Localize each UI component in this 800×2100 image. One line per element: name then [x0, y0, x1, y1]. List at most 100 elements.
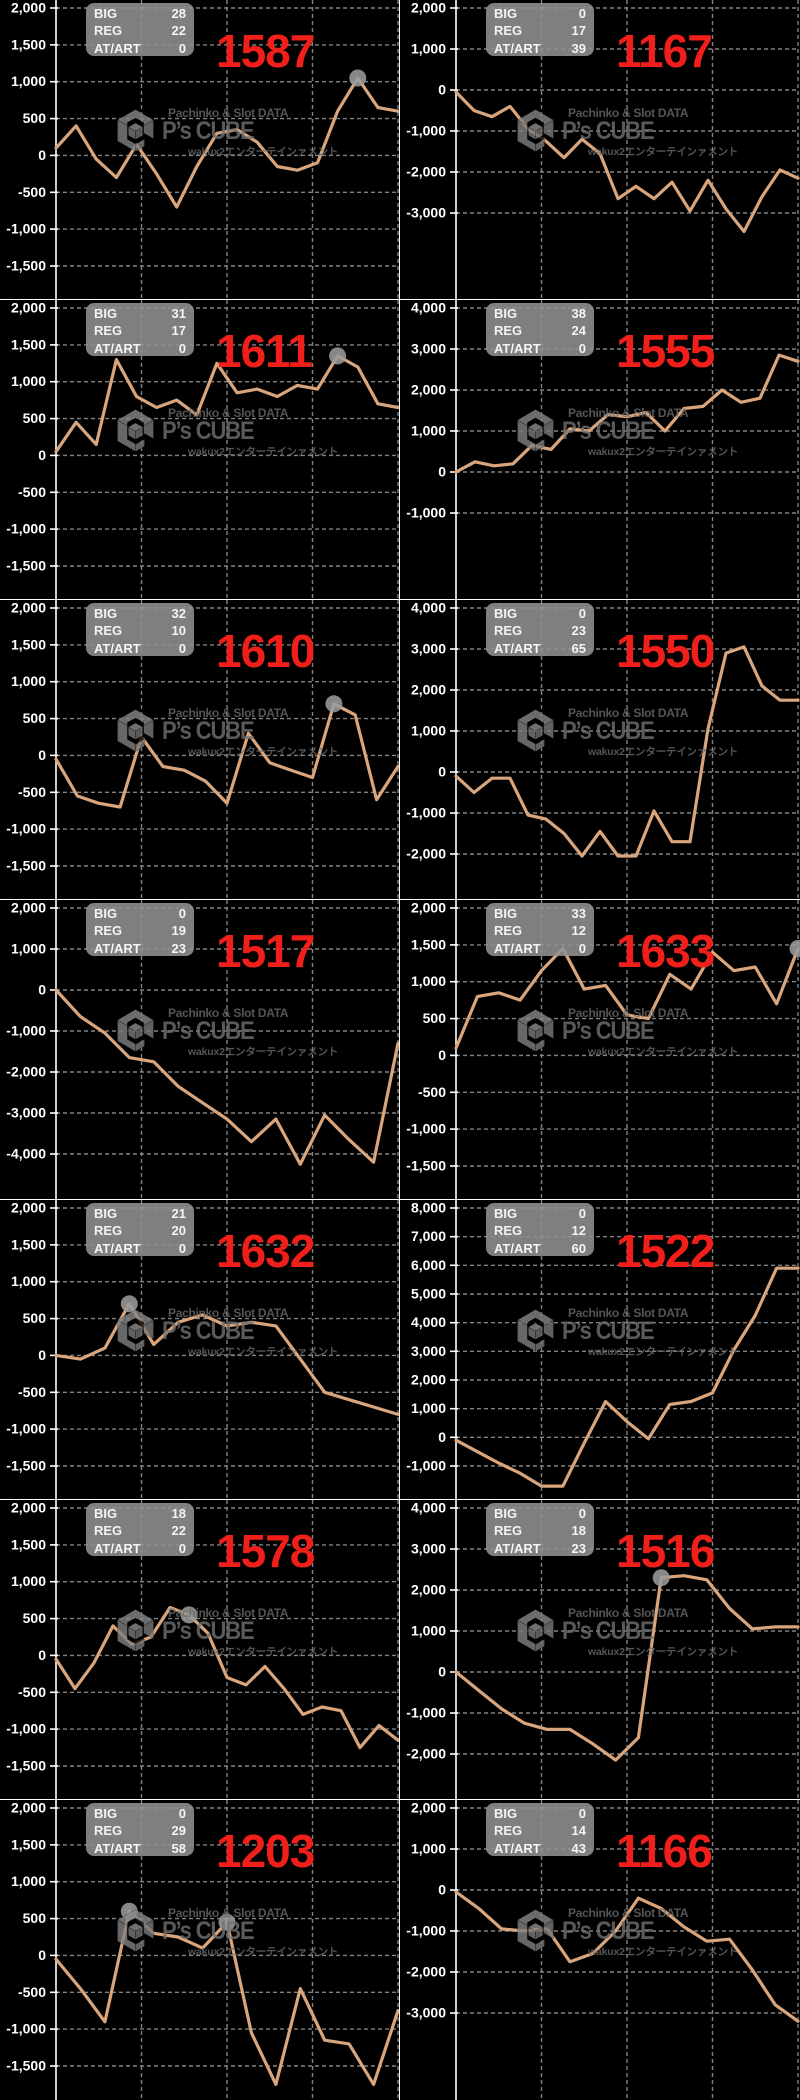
svg-text:1,500: 1,500	[11, 1536, 46, 1552]
svg-text:-1,500: -1,500	[6, 1458, 46, 1474]
svg-text:1,500: 1,500	[11, 36, 46, 52]
svg-text:-2,000: -2,000	[406, 1746, 446, 1762]
svg-text:2,000: 2,000	[11, 300, 46, 316]
svg-text:0: 0	[438, 764, 446, 780]
svg-text:-3,000: -3,000	[6, 1105, 46, 1121]
svg-text:-500: -500	[18, 1984, 46, 2000]
svg-text:-2,000: -2,000	[6, 1064, 46, 1080]
svg-text:-1,000: -1,000	[6, 1721, 46, 1737]
svg-text:500: 500	[23, 110, 47, 126]
svg-text:5,000: 5,000	[411, 1286, 446, 1302]
svg-text:-500: -500	[18, 1684, 46, 1700]
svg-text:500: 500	[23, 710, 47, 726]
svg-text:-1,500: -1,500	[6, 558, 46, 574]
svg-text:-1,000: -1,000	[406, 123, 446, 139]
svg-text:2,000: 2,000	[11, 1500, 46, 1516]
svg-text:2,000: 2,000	[411, 382, 446, 398]
svg-text:-500: -500	[18, 184, 46, 200]
svg-text:0: 0	[38, 982, 46, 998]
svg-text:4,000: 4,000	[411, 1314, 446, 1330]
svg-text:-1,000: -1,000	[406, 1458, 446, 1474]
svg-text:0: 0	[38, 447, 46, 463]
svg-text:-500: -500	[18, 484, 46, 500]
svg-text:0: 0	[38, 147, 46, 163]
svg-text:-1,500: -1,500	[6, 2058, 46, 2074]
svg-text:1,000: 1,000	[11, 73, 46, 89]
svg-text:4,000: 4,000	[411, 1500, 446, 1516]
svg-text:1,000: 1,000	[411, 1841, 446, 1857]
svg-text:6,000: 6,000	[411, 1257, 446, 1273]
svg-text:1,500: 1,500	[411, 936, 446, 952]
svg-text:500: 500	[23, 1610, 47, 1626]
svg-text:4,000: 4,000	[411, 300, 446, 316]
svg-text:2,000: 2,000	[11, 0, 46, 16]
svg-text:4,000: 4,000	[411, 600, 446, 616]
svg-text:-1,000: -1,000	[406, 1121, 446, 1137]
svg-text:-500: -500	[18, 784, 46, 800]
svg-text:1,000: 1,000	[11, 1573, 46, 1589]
svg-text:3,000: 3,000	[411, 1343, 446, 1359]
svg-text:-1,000: -1,000	[6, 2021, 46, 2037]
svg-text:2,000: 2,000	[11, 1800, 46, 1816]
svg-text:0: 0	[38, 1647, 46, 1663]
svg-text:0: 0	[438, 1429, 446, 1445]
svg-text:500: 500	[23, 410, 47, 426]
svg-text:-1,500: -1,500	[406, 1158, 446, 1174]
svg-text:-3,000: -3,000	[406, 205, 446, 221]
svg-text:-1,000: -1,000	[6, 1421, 46, 1437]
svg-text:-1,000: -1,000	[6, 521, 46, 537]
svg-text:7,000: 7,000	[411, 1228, 446, 1244]
svg-text:500: 500	[423, 1010, 447, 1026]
svg-text:-1,500: -1,500	[6, 1758, 46, 1774]
svg-text:3,000: 3,000	[411, 641, 446, 657]
svg-text:2,000: 2,000	[411, 0, 446, 16]
svg-text:3,000: 3,000	[411, 341, 446, 357]
svg-text:1,000: 1,000	[411, 723, 446, 739]
svg-text:1,000: 1,000	[11, 673, 46, 689]
svg-text:0: 0	[438, 1047, 446, 1063]
svg-text:1,000: 1,000	[11, 1873, 46, 1889]
svg-text:-2,000: -2,000	[406, 164, 446, 180]
svg-text:2,000: 2,000	[11, 1200, 46, 1216]
svg-text:0: 0	[38, 1347, 46, 1363]
svg-text:0: 0	[38, 1947, 46, 1963]
svg-text:2,000: 2,000	[11, 900, 46, 916]
svg-text:1,000: 1,000	[11, 373, 46, 389]
svg-text:1,000: 1,000	[11, 941, 46, 957]
svg-text:1,500: 1,500	[11, 636, 46, 652]
svg-text:1,000: 1,000	[411, 973, 446, 989]
svg-text:1,000: 1,000	[11, 1273, 46, 1289]
svg-text:-2,000: -2,000	[406, 1964, 446, 1980]
svg-text:-1,000: -1,000	[6, 221, 46, 237]
svg-text:-1,000: -1,000	[406, 1705, 446, 1721]
svg-text:-1,000: -1,000	[406, 505, 446, 521]
svg-text:2,000: 2,000	[411, 682, 446, 698]
svg-text:-1,500: -1,500	[6, 858, 46, 874]
svg-text:0: 0	[438, 464, 446, 480]
svg-text:-500: -500	[418, 1084, 446, 1100]
svg-text:-2,000: -2,000	[406, 846, 446, 862]
svg-text:500: 500	[23, 1310, 47, 1326]
svg-text:1,500: 1,500	[11, 336, 46, 352]
svg-text:0: 0	[38, 747, 46, 763]
svg-text:8,000: 8,000	[411, 1200, 446, 1216]
svg-text:1,500: 1,500	[11, 1236, 46, 1252]
svg-text:2,000: 2,000	[411, 1582, 446, 1598]
svg-text:0: 0	[438, 82, 446, 98]
svg-text:-1,000: -1,000	[6, 1023, 46, 1039]
svg-text:-1,000: -1,000	[6, 821, 46, 837]
svg-text:-500: -500	[18, 1384, 46, 1400]
svg-text:-3,000: -3,000	[406, 2005, 446, 2021]
svg-text:-1,000: -1,000	[406, 1923, 446, 1939]
svg-text:2,000: 2,000	[411, 1372, 446, 1388]
svg-text:2,000: 2,000	[11, 600, 46, 616]
svg-text:1,000: 1,000	[411, 423, 446, 439]
svg-text:-1,000: -1,000	[406, 805, 446, 821]
svg-text:0: 0	[438, 1664, 446, 1680]
svg-text:1,000: 1,000	[411, 1400, 446, 1416]
svg-text:2,000: 2,000	[411, 1800, 446, 1816]
svg-text:500: 500	[23, 1910, 47, 1926]
svg-text:-1,500: -1,500	[6, 258, 46, 274]
svg-text:3,000: 3,000	[411, 1541, 446, 1557]
svg-text:-4,000: -4,000	[6, 1146, 46, 1162]
